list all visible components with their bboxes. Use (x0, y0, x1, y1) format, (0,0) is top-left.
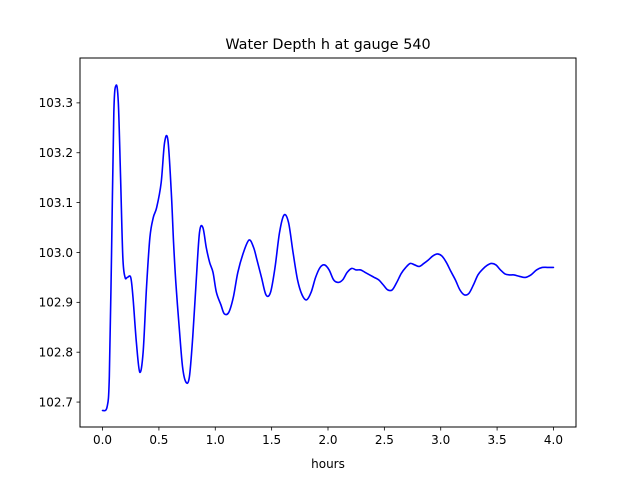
x-tick-label: 0.5 (149, 433, 168, 447)
x-tick-label: 2.0 (318, 433, 337, 447)
y-tick-label: 103.2 (39, 146, 73, 160)
x-tick-label: 4.0 (544, 433, 563, 447)
y-tick-label: 103.1 (39, 196, 73, 210)
x-tick-label: 2.5 (375, 433, 394, 447)
y-tick-label: 102.8 (39, 346, 73, 360)
series-line-0 (101, 84, 555, 412)
x-axis-label: hours (311, 457, 345, 471)
y-tick-label: 103.3 (39, 96, 73, 110)
chart-title: Water Depth h at gauge 540 (225, 37, 430, 53)
x-tick-label: 3.0 (431, 433, 450, 447)
x-tick-label: 1.0 (206, 433, 225, 447)
plot-area (101, 84, 555, 412)
x-tick-label: 1.5 (262, 433, 281, 447)
y-tick-label: 103.0 (39, 246, 73, 260)
plot-frame (79, 57, 577, 428)
y-tick-label: 102.9 (39, 296, 73, 310)
x-tick-label: 3.5 (488, 433, 507, 447)
axis-ticks: 0.0 0.5 1.0 1.5 2.0 2.5 3.0 3.5 4.0 102.7 102.8 102… (39, 96, 563, 447)
x-tick-label: 0.0 (93, 433, 112, 447)
y-tick-label: 102.7 (39, 395, 73, 409)
